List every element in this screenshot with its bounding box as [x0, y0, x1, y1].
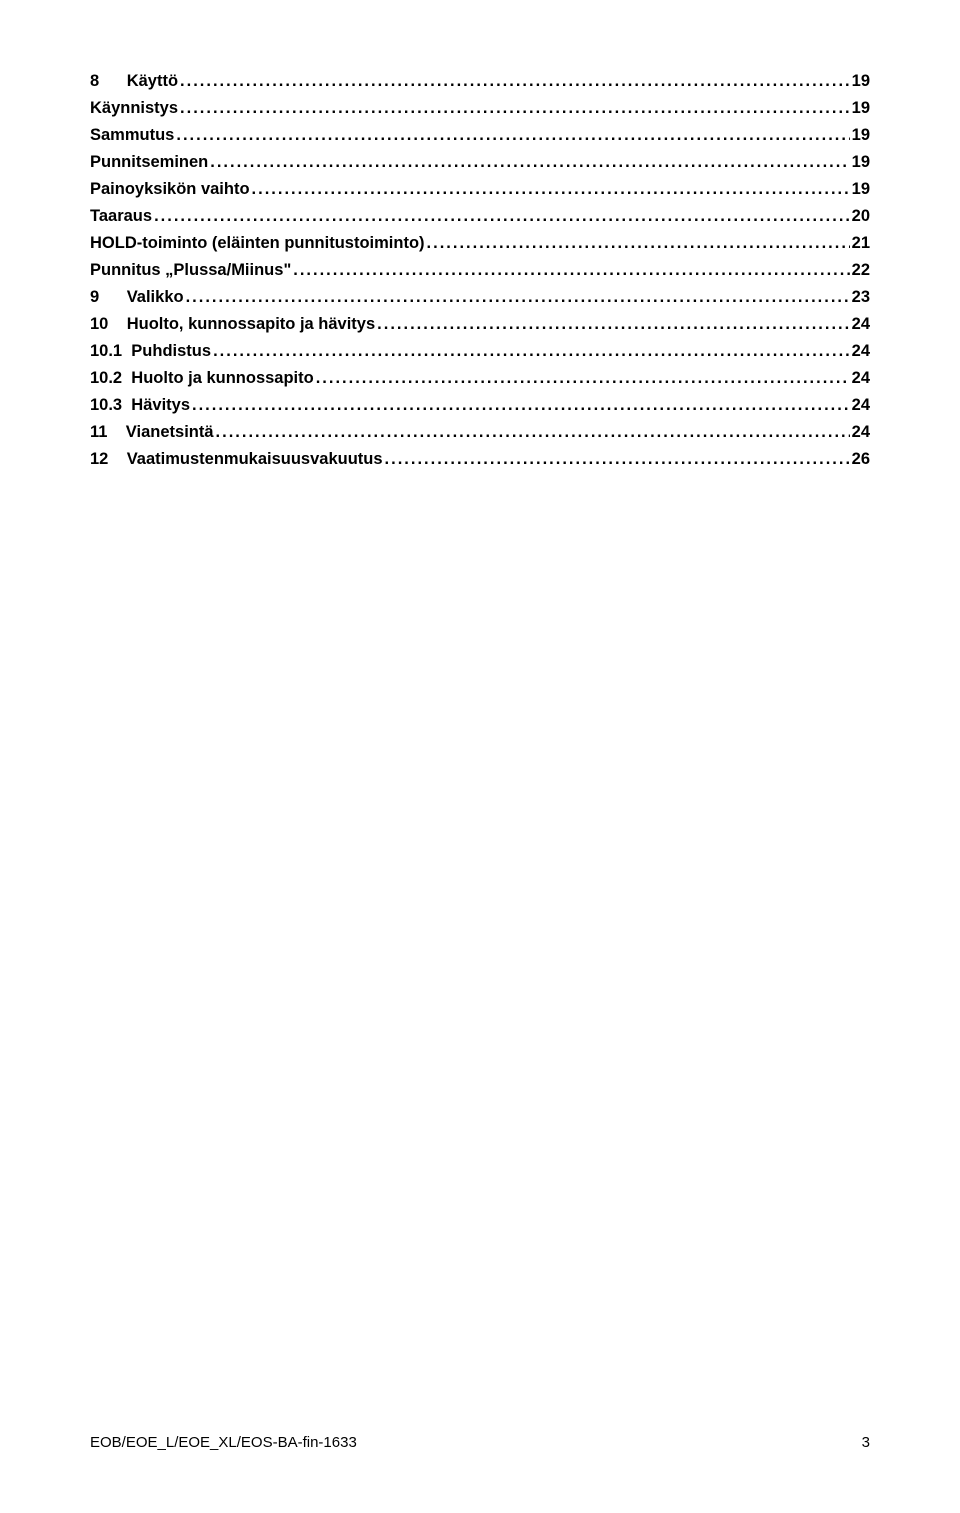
toc-row: 10 Huolto, kunnossapito ja hävitys......…: [90, 315, 870, 334]
toc-leader-dots: ........................................…: [186, 288, 850, 307]
toc-number: 10.1: [90, 342, 122, 361]
toc-leader-dots: ........................................…: [213, 342, 850, 361]
toc-label: Taaraus: [90, 207, 152, 226]
toc-row: Käynnistys..............................…: [90, 99, 870, 118]
toc-leader-dots: ........................................…: [293, 261, 849, 280]
toc-number: 11: [90, 423, 107, 442]
toc-number: 12: [90, 450, 108, 469]
toc-label: Käyttö: [127, 72, 178, 91]
toc-page: 24: [852, 423, 870, 442]
toc-page: 19: [852, 126, 870, 145]
toc-leader-dots: ........................................…: [180, 99, 850, 118]
toc-row: 10.2 Huolto ja kunnossapito.............…: [90, 369, 870, 388]
toc-gap: [108, 315, 126, 334]
toc-leader-dots: ........................................…: [176, 126, 849, 145]
toc-page: 20: [852, 207, 870, 226]
toc-page: 22: [852, 261, 870, 280]
footer-doc-id: EOB/EOE_L/EOE_XL/EOS-BA-fin-1633: [90, 1434, 357, 1451]
toc-page: 19: [852, 180, 870, 199]
toc-row: HOLD-toiminto (eläinten punnitustoiminto…: [90, 234, 870, 253]
toc-label: HOLD-toiminto (eläinten punnitustoiminto…: [90, 234, 425, 253]
toc-row: Painoyksikön vaihto.....................…: [90, 180, 870, 199]
toc-page: 26: [852, 450, 870, 469]
toc-row: 10.1 Puhdistus..........................…: [90, 342, 870, 361]
toc-number: 8: [90, 72, 99, 91]
toc-label: Käynnistys: [90, 99, 178, 118]
footer-page-number: 3: [862, 1434, 870, 1451]
toc-page: 19: [852, 99, 870, 118]
toc-leader-dots: ........................................…: [316, 369, 850, 388]
toc-label: Vaatimustenmukaisuusvakuutus: [127, 450, 383, 469]
toc-leader-dots: ........................................…: [154, 207, 850, 226]
toc-page: 24: [852, 342, 870, 361]
toc-leader-dots: ........................................…: [216, 423, 850, 442]
toc-row: Sammutus................................…: [90, 126, 870, 145]
toc-number: 10.3: [90, 396, 122, 415]
toc-page: 24: [852, 369, 870, 388]
toc-page: 19: [852, 153, 870, 172]
toc-leader-dots: ........................................…: [252, 180, 850, 199]
toc-leader-dots: ........................................…: [210, 153, 849, 172]
toc-gap: [99, 72, 127, 91]
toc-label: Sammutus: [90, 126, 174, 145]
toc-row: 12 Vaatimustenmukaisuusvakuutus.........…: [90, 450, 870, 469]
toc-label: Vianetsintä: [126, 423, 214, 442]
toc-gap: [107, 423, 125, 442]
toc-page: 21: [852, 234, 870, 253]
toc-row: 11 Vianetsintä..........................…: [90, 423, 870, 442]
toc-leader-dots: ........................................…: [377, 315, 849, 334]
toc-row: 9 Valikko...............................…: [90, 288, 870, 307]
toc-gap: [99, 288, 127, 307]
toc-row: Punnitseminen...........................…: [90, 153, 870, 172]
toc-leader-dots: ........................................…: [192, 396, 850, 415]
toc-page: 24: [852, 315, 870, 334]
toc-label: Huolto, kunnossapito ja hävitys: [127, 315, 375, 334]
toc-label: Huolto ja kunnossapito: [131, 369, 313, 388]
table-of-contents: 8 Käyttö................................…: [90, 72, 870, 469]
toc-label: Valikko: [127, 288, 184, 307]
toc-label: Puhdistus: [131, 342, 211, 361]
toc-leader-dots: ........................................…: [427, 234, 850, 253]
toc-gap: [122, 396, 131, 415]
toc-row: 10.3 Hävitys............................…: [90, 396, 870, 415]
toc-page: 23: [852, 288, 870, 307]
toc-page: 24: [852, 396, 870, 415]
toc-page: 19: [852, 72, 870, 91]
toc-label: Hävitys: [131, 396, 190, 415]
toc-label: Punnitus „Plussa/Miinus": [90, 261, 291, 280]
toc-gap: [122, 342, 131, 361]
toc-number: 10: [90, 315, 108, 334]
toc-leader-dots: ........................................…: [180, 72, 850, 91]
toc-gap: [108, 450, 126, 469]
toc-label: Punnitseminen: [90, 153, 208, 172]
toc-row: Punnitus „Plussa/Miinus"................…: [90, 261, 870, 280]
toc-gap: [122, 369, 131, 388]
toc-number: 10.2: [90, 369, 122, 388]
toc-leader-dots: ........................................…: [385, 450, 850, 469]
page-footer: EOB/EOE_L/EOE_XL/EOS-BA-fin-1633 3: [90, 1434, 870, 1451]
toc-label: Painoyksikön vaihto: [90, 180, 250, 199]
toc-row: Taaraus.................................…: [90, 207, 870, 226]
toc-row: 8 Käyttö................................…: [90, 72, 870, 91]
toc-number: 9: [90, 288, 99, 307]
